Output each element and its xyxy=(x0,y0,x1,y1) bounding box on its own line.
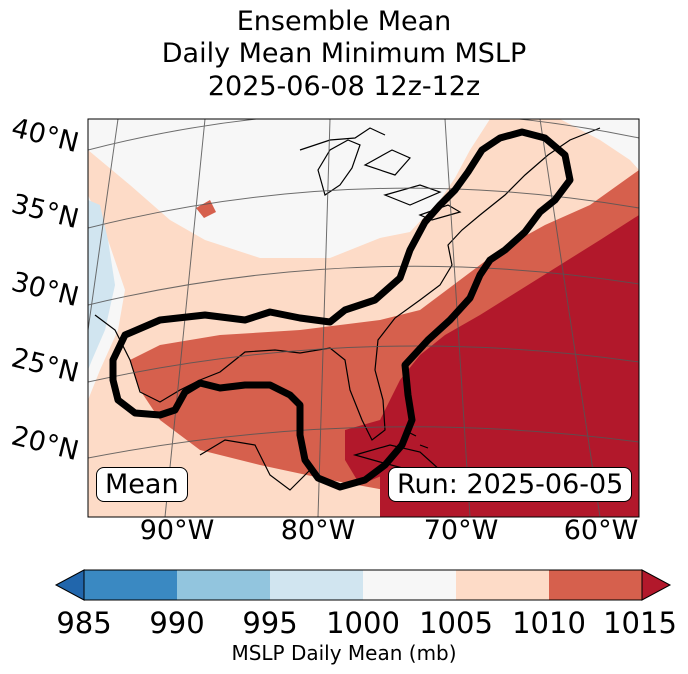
colorbar-bin-985-990 xyxy=(84,570,177,600)
colorbar-label: MSLP Daily Mean (mb) xyxy=(231,641,457,665)
grid-lat-30 xyxy=(88,265,639,306)
contour-outline xyxy=(109,128,574,491)
colorbar-bin-1000-1005 xyxy=(363,570,456,600)
map-frame xyxy=(87,118,640,518)
mean-label: Mean xyxy=(96,467,188,502)
title-line-3: 2025-06-08 12z-12z xyxy=(207,71,481,102)
field-1000-1005 xyxy=(88,119,490,258)
gulf-coast xyxy=(94,127,601,441)
colorbar-bin-1005-1010 xyxy=(456,570,549,600)
colorbar-extend-low xyxy=(54,569,85,601)
grid-lon-95 xyxy=(88,119,119,331)
title-line-2: Daily Mean Minimum MSLP xyxy=(161,38,527,69)
grid-lat-20 xyxy=(88,426,639,459)
field-above-1015 xyxy=(380,215,639,517)
colorbar-tick-985: 985 xyxy=(56,606,112,640)
colorbar-bin-995-1000 xyxy=(270,570,363,600)
lon-label-70w: 70°W xyxy=(423,515,499,546)
grid-lat-25 xyxy=(88,345,639,383)
grid-lat-40 xyxy=(88,119,639,151)
field-1010-1015-blob xyxy=(196,200,216,218)
run-label: Run: 2025-06-05 xyxy=(388,467,633,502)
colorbar-tick-995: 995 xyxy=(242,606,298,640)
mslp-field xyxy=(88,119,639,517)
great-lakes-north xyxy=(299,127,386,151)
colorbar-tick-1005: 1005 xyxy=(419,606,493,640)
colorbar-bin-1010-1015 xyxy=(549,570,642,600)
lon-label-60w: 60°W xyxy=(563,515,639,546)
lon-label-80w: 80°W xyxy=(280,515,356,546)
colorbar-tick-990: 990 xyxy=(149,606,205,640)
lon-label-90w: 90°W xyxy=(139,515,215,546)
colorbar-tick-1010: 1010 xyxy=(512,606,586,640)
colorbar-tick-1015: 1015 xyxy=(603,606,677,640)
field-1000-1005-ne2 xyxy=(560,119,639,170)
colorbar-tick-1000: 1000 xyxy=(326,606,400,640)
field-1000-1005-ne xyxy=(230,119,380,150)
field-995-1000 xyxy=(88,200,115,370)
colorbar-extend-high xyxy=(641,569,672,601)
grid-lon-70 xyxy=(444,119,471,517)
title-line-1: Ensemble Mean xyxy=(236,6,452,37)
grid-lon-60 xyxy=(539,119,601,517)
colorbar-frame xyxy=(83,569,643,601)
colorbar-bin-990-995 xyxy=(177,570,270,600)
great-lakes xyxy=(317,139,462,221)
